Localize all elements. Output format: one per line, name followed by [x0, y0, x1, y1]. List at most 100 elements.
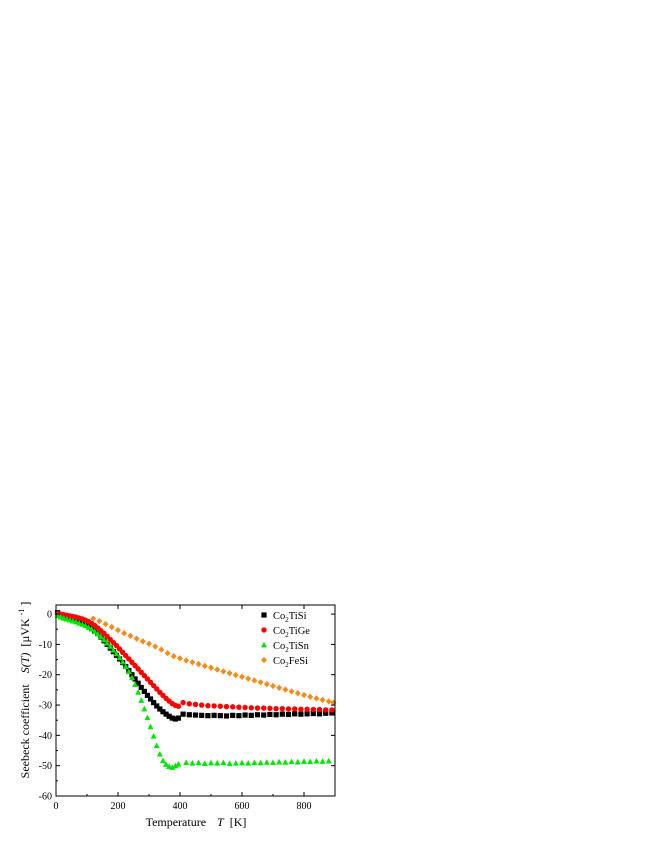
data-point	[135, 680, 141, 686]
data-point	[195, 660, 202, 668]
data-point	[199, 712, 205, 718]
data-point	[125, 668, 132, 675]
data-point	[119, 658, 126, 665]
data-point	[307, 758, 314, 765]
legend-marker	[261, 612, 267, 618]
data-point	[245, 675, 252, 682]
y-tick-label: -20	[39, 670, 52, 681]
data-point	[138, 684, 144, 691]
y-tick-label: -40	[39, 731, 52, 742]
data-point	[276, 758, 283, 765]
data-point	[276, 684, 283, 691]
y-tick-label: -60	[39, 792, 52, 803]
data-point	[220, 668, 227, 675]
data-point	[139, 638, 146, 645]
data-point	[156, 750, 163, 757]
data-point	[144, 714, 151, 721]
data-point	[285, 706, 292, 712]
data-point	[316, 711, 323, 717]
y-axis-unit-superscript: -1	[17, 609, 26, 616]
data-point	[189, 760, 196, 766]
data-point	[242, 704, 248, 711]
data-point	[108, 623, 115, 631]
data-point	[298, 711, 304, 717]
data-point	[304, 706, 310, 712]
data-point	[257, 679, 264, 686]
legend-marker	[261, 656, 267, 664]
data-point	[217, 713, 223, 719]
data-point	[288, 688, 295, 695]
data-point	[183, 657, 190, 664]
data-point	[245, 760, 252, 766]
data-point	[325, 757, 332, 764]
data-point	[292, 706, 298, 712]
data-point	[101, 636, 108, 643]
data-point	[236, 713, 242, 719]
data-point	[115, 626, 121, 634]
data-point	[208, 759, 214, 766]
data-point	[217, 703, 223, 709]
data-point	[208, 664, 214, 671]
data-point	[273, 712, 279, 718]
data-point	[180, 699, 186, 706]
data-point	[192, 701, 199, 708]
y-axis-label: Seebeck coefficient S(T) [µVK -1 ]	[13, 602, 32, 779]
data-point	[257, 759, 264, 766]
data-point	[164, 650, 171, 657]
data-point	[310, 706, 316, 713]
series-2	[54, 612, 332, 770]
data-point	[248, 705, 254, 711]
data-point	[127, 632, 134, 640]
data-point	[201, 760, 208, 766]
x-tick-label: 800	[297, 801, 312, 812]
data-point	[104, 640, 111, 646]
x-axis-label: Temperature T [K]	[146, 815, 247, 829]
data-point	[211, 703, 217, 709]
data-point	[163, 711, 169, 717]
data-point	[166, 713, 172, 719]
data-point	[113, 650, 120, 657]
data-point	[251, 759, 258, 766]
data-point	[147, 696, 154, 702]
data-point	[169, 715, 175, 721]
data-point	[116, 654, 123, 661]
plot-frame	[55, 604, 336, 797]
axis-ticks: 0 200 400 600 800 0 -10 -20 -30 -40 -50 -60	[39, 605, 335, 812]
data-point	[220, 759, 227, 766]
data-point	[279, 705, 285, 712]
data-point	[158, 646, 165, 653]
x-axis-label-text: Temperature	[146, 815, 206, 829]
data-point	[239, 673, 245, 681]
data-point	[205, 713, 211, 719]
data-point	[251, 677, 258, 684]
data-point	[186, 701, 192, 707]
data-point	[192, 712, 199, 718]
data-point	[163, 761, 170, 767]
data-point	[226, 760, 233, 766]
data-point	[267, 711, 273, 718]
x-tick-label: 200	[111, 801, 126, 812]
data-point	[304, 711, 310, 717]
data-point	[96, 617, 103, 625]
data-point	[88, 626, 95, 632]
legend: Co2TiSi Co2TiGe Co2TiSn Co2FeSi	[261, 611, 310, 669]
data-point	[172, 716, 178, 722]
data-point	[232, 760, 239, 766]
data-point	[141, 705, 148, 712]
data-point	[211, 712, 217, 718]
data-point	[214, 666, 221, 673]
data-point	[82, 622, 89, 629]
data-point	[288, 758, 295, 765]
data-point	[110, 646, 117, 653]
data-point	[329, 707, 335, 713]
data-point	[323, 707, 329, 713]
y-axis-unit: [µVK	[18, 618, 32, 647]
data-point	[270, 759, 276, 766]
data-point	[90, 615, 97, 622]
y-axis-unit-close: ]	[18, 602, 32, 606]
data-point	[313, 757, 320, 764]
legend-label: Co2TiGe	[273, 626, 310, 639]
data-point	[316, 706, 323, 713]
data-point	[177, 655, 183, 662]
data-point	[223, 713, 230, 719]
